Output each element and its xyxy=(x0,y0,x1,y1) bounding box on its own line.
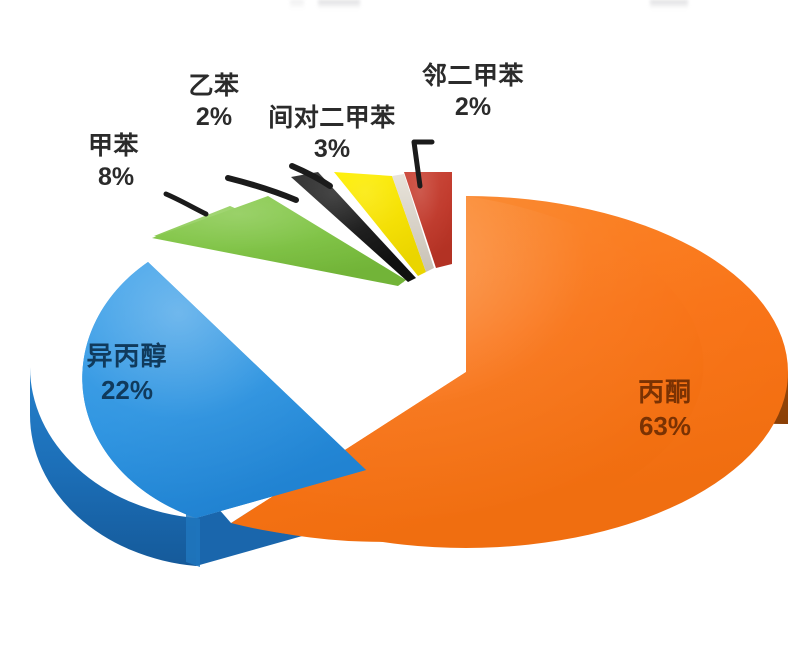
leader-line-toluene xyxy=(163,191,209,217)
slice-label-ethylbenzene-percent: 2% xyxy=(195,103,233,131)
o-xylene-slice[interactable] xyxy=(404,172,452,268)
slice-label-mp-xylene-percent: 3% xyxy=(313,135,351,163)
slice-label-ethylbenzene-category: 乙苯 xyxy=(188,72,240,100)
slice-label-o-xylene-percent: 2% xyxy=(454,93,492,121)
slice-label-isopropanol: 异丙醇 22% xyxy=(52,341,202,406)
leader-lines xyxy=(163,139,435,217)
slice-label-isopropanol-percent: 22% xyxy=(100,374,154,405)
slice-label-o-xylene-category: 邻二甲苯 xyxy=(421,62,524,90)
slice-label-acetone-category: 丙酮 xyxy=(637,377,692,407)
slice-label-toluene-percent: 8% xyxy=(98,163,135,191)
slice-label-o-xylene: 邻二甲苯 2% xyxy=(398,62,548,121)
isopropanol-slice[interactable] xyxy=(82,262,367,518)
leader-line-oxylene xyxy=(411,139,435,189)
toluene-slice[interactable] xyxy=(152,196,406,286)
slice-label-toluene-category: 甲苯 xyxy=(88,132,140,160)
slice-label-isopropanol-category: 异丙醇 xyxy=(86,341,168,371)
slice-label-toluene: 甲苯 8% xyxy=(88,132,192,191)
ethylbenzene-slice[interactable] xyxy=(291,172,416,282)
slice-gap-sliver-top xyxy=(392,174,434,272)
slice-label-acetone-percent: 63% xyxy=(638,410,692,441)
slice-label-mp-xylene-category: 间对二甲苯 xyxy=(268,104,396,132)
slice-separation-gap xyxy=(452,172,464,266)
slice-label-mp-xylene: 间对二甲苯 3% xyxy=(248,104,416,163)
leader-line-ethylbenzene xyxy=(225,175,299,203)
slice-label-acetone: 丙酮 63% xyxy=(600,377,730,442)
mp-xylene-slice[interactable] xyxy=(334,172,426,276)
leader-line-mpxylene xyxy=(289,163,333,189)
slice-label-ethylbenzene: 乙苯 2% xyxy=(168,72,260,131)
